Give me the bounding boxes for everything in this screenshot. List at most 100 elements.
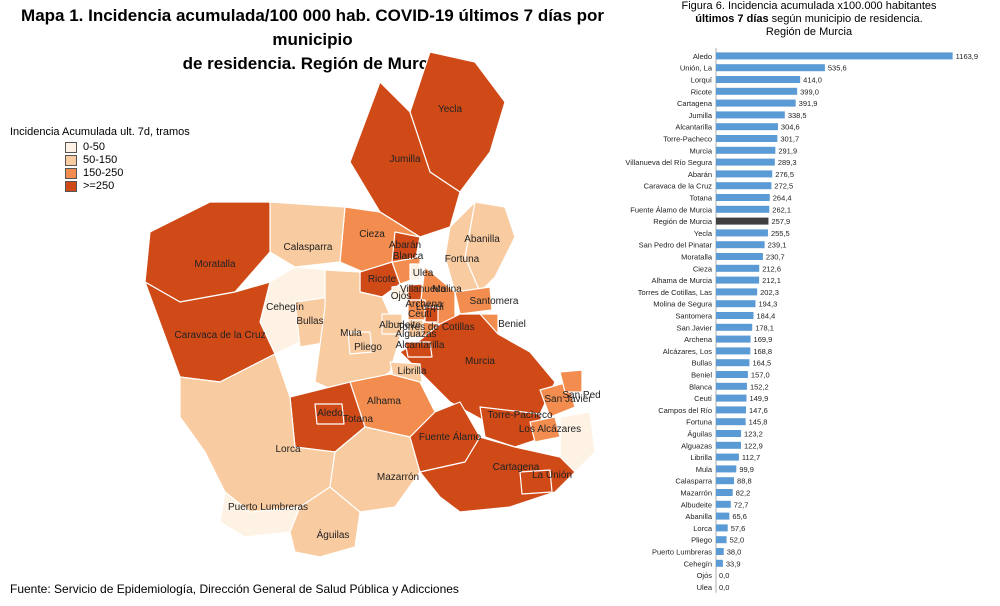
map-label: Cartagena [493,462,540,473]
bar[interactable] [716,264,760,272]
bar[interactable] [716,347,751,355]
map-label: Lorca [275,444,300,455]
bar[interactable] [716,76,801,83]
map-label: Archena [405,299,443,310]
bar[interactable] [716,524,728,532]
bar-value-label: 0,0 [719,571,729,580]
map-region-alcantarilla[interactable] [404,341,433,358]
legend-item: 50-150 [65,154,190,167]
map-region-ulea[interactable] [409,263,421,281]
bar[interactable] [716,64,825,72]
bar[interactable] [716,441,741,449]
bar-value-label: 33,9 [726,559,741,568]
bar[interactable] [716,477,735,485]
bar-value-label: 212,1 [762,276,781,285]
bar[interactable] [716,394,747,402]
bar[interactable] [716,146,776,154]
bar[interactable] [716,430,742,437]
map-region-albudeite[interactable] [381,313,403,335]
bar[interactable] [716,548,724,555]
region-map: Yecla Jumilla Abanilla Cieza Calasparra Morat… [144,52,600,558]
bar[interactable] [716,276,760,284]
bar-chart: Aledo 1163,9 Unión, La 535,6 Lorquí 414,0 Rico… [625,48,978,593]
bar[interactable] [716,52,953,60]
map-label: Molina [432,284,462,295]
bar-category-label: Ceutí [694,394,713,403]
bar-category-label: Fuente Álamo de Murcia [630,205,713,214]
map-region-lorqui[interactable] [424,306,439,323]
map-region-santomera[interactable] [454,286,493,315]
bar[interactable] [716,359,750,367]
bar[interactable] [716,87,798,95]
map-label: Beniel [498,319,526,330]
bar[interactable] [716,99,796,107]
bar-category-label: Caravaca de la Cruz [644,182,713,191]
chart-title-line1: Figura 6. Incidencia acumulada x100.000 … [681,0,937,12]
bar-value-label: 535,6 [828,64,847,73]
map-labels: Yecla Jumilla Abanilla Cieza Calasparra Morat… [174,104,600,541]
bar[interactable] [716,371,748,378]
bar[interactable] [716,465,737,473]
bar[interactable] [716,182,772,190]
chart-title-line3: Región de Murcia [765,26,853,38]
bar[interactable] [716,135,778,142]
bar[interactable] [716,536,727,544]
bar[interactable] [716,559,723,567]
bar[interactable] [716,111,785,119]
bar-value-label: 202,3 [760,288,779,297]
map-region-aledo[interactable] [314,403,345,425]
legend-swatch [65,181,77,192]
bar-category-label: Torres de Cotillas, Las [638,288,712,297]
legend-label: 0-50 [83,141,106,153]
map-region-san-pedro[interactable] [559,369,583,393]
map-region-pliego[interactable] [347,331,373,355]
bar[interactable] [716,288,758,296]
bar-category-label: Alhama de Murcia [652,276,713,285]
bar-category-label: Unión, La [680,64,713,73]
bar-value-label: 178,1 [755,323,774,332]
bar[interactable] [716,418,746,426]
bar-value-label: 152,2 [750,382,769,391]
bar-category-label: Jumilla [689,111,713,120]
bar[interactable] [716,217,769,225]
bar[interactable] [716,323,753,331]
map-label: San Pedro [562,390,600,401]
bar[interactable] [716,170,773,178]
bar-category-label: Yecla [694,229,713,238]
bar[interactable] [716,500,731,508]
bar[interactable] [716,123,778,131]
map-label: Ulea [413,268,434,279]
bar-value-label: 72,7 [734,500,749,509]
bar-category-label: Lorquí [691,76,713,85]
bar-value-label: 147,6 [749,406,768,415]
bar-category-label: Cartagena [677,99,713,108]
map-label: Alguazas [395,329,436,340]
bar-category-label: Campos del Río [658,406,712,415]
bar[interactable] [716,241,765,249]
bar-value-label: 112,7 [742,453,760,462]
map-region-la-union[interactable] [519,469,553,495]
map-region-calasparra[interactable] [269,201,346,268]
bar[interactable] [716,300,756,308]
bar[interactable] [716,158,775,166]
bar[interactable] [716,335,751,343]
bar[interactable] [716,312,754,319]
bar[interactable] [716,194,770,201]
bar[interactable] [716,406,747,414]
map-label: Alcantarilla [396,340,445,351]
bar[interactable] [716,382,747,390]
bar[interactable] [716,205,770,213]
bar-category-label: Aledo [693,52,712,61]
legend-swatch [65,155,77,166]
map-region-torre-pacheco[interactable] [479,406,546,448]
bar[interactable] [716,253,763,260]
map-region-aguilas[interactable] [289,486,361,558]
bar[interactable] [716,229,768,237]
bar[interactable] [716,512,730,520]
bar-value-label: 262,1 [772,205,791,214]
map-label: Blanca [393,251,424,262]
bar[interactable] [716,489,733,496]
bar[interactable] [716,453,739,461]
bar-category-label: Región de Murcia [653,217,713,226]
map-label: Fuente Álamo [419,430,482,443]
